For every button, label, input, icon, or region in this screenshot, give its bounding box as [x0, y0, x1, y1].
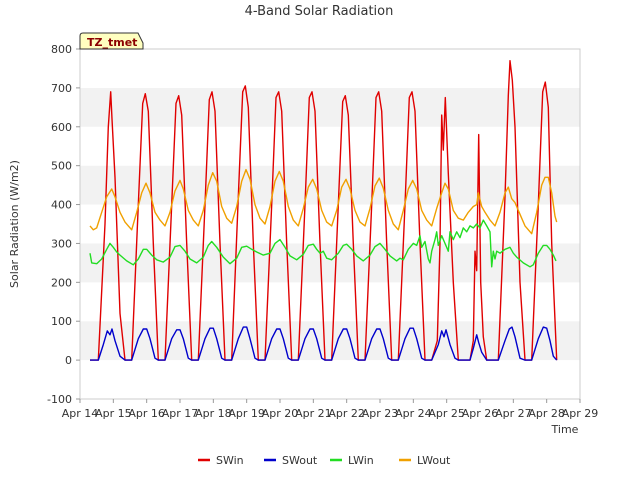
grid-band: [80, 49, 580, 88]
x-tick-label: Apr 21: [295, 407, 332, 420]
x-tick-label: Apr 23: [362, 407, 399, 420]
x-tick-label: Apr 20: [262, 407, 299, 420]
site-annotation-text: TZ_tmet: [87, 36, 137, 49]
y-tick-label: 400: [51, 199, 72, 212]
y-tick-label: 500: [51, 160, 72, 173]
x-tick-label: Apr 16: [128, 407, 165, 420]
series-line-swout: [90, 326, 558, 361]
y-tick-label: -100: [47, 393, 72, 406]
site-annotation-box: [79, 32, 144, 50]
y-axis-label: Solar Radiation (W/m2): [8, 160, 21, 288]
plot-frame: [79, 48, 581, 400]
series-line-swin: [90, 60, 558, 361]
grid-band: [80, 243, 580, 283]
grid-band: [80, 126, 580, 166]
grid-band: [80, 360, 580, 399]
legend-label-lwout: LWout: [417, 454, 451, 467]
y-tick-label: 800: [51, 43, 72, 56]
x-tick-label: Apr 27: [495, 407, 532, 420]
site-annotation: TZ_tmet: [79, 32, 144, 50]
x-tick-label: Apr 19: [228, 407, 265, 420]
x-tick-label: Apr 24: [395, 407, 432, 420]
grid-band: [80, 321, 580, 361]
legend-label-swout: SWout: [282, 454, 318, 467]
y-axis-ticks: -100 0 100 200 300 400 500 600 700 800: [47, 43, 80, 406]
x-tick-label: Apr 15: [95, 407, 132, 420]
y-tick-label: 0: [65, 354, 72, 367]
y-tick-label: 700: [51, 82, 72, 95]
grid-band: [80, 87, 580, 127]
x-tick-label: Apr 18: [195, 407, 232, 420]
x-tick-label: Apr 17: [162, 407, 199, 420]
y-tick-label: 200: [51, 276, 72, 289]
series-line-lwout: [89, 168, 558, 235]
x-tick-label: Apr 26: [462, 407, 499, 420]
chart-title: 4-Band Solar Radiation: [245, 4, 394, 19]
legend-label-lwin: LWin: [348, 454, 374, 467]
legend-label-swin: SWin: [216, 454, 244, 467]
x-axis-label: Time: [551, 423, 579, 436]
grid-band: [80, 165, 580, 205]
y-tick-label: 300: [51, 237, 72, 250]
y-tick-label: 600: [51, 121, 72, 134]
grid-band: [80, 282, 580, 322]
x-tick-label: Apr 28: [528, 407, 565, 420]
legend: SWin SWout LWin LWout: [198, 454, 451, 467]
series-layer: [89, 60, 558, 361]
series-line-lwin: [89, 219, 557, 268]
x-tick-label: Apr 22: [328, 407, 365, 420]
x-tick-label: Apr 29: [562, 407, 599, 420]
x-tick-label: Apr 25: [428, 407, 465, 420]
x-tick-label: Apr 14: [62, 407, 99, 420]
y-tick-label: 100: [51, 315, 72, 328]
